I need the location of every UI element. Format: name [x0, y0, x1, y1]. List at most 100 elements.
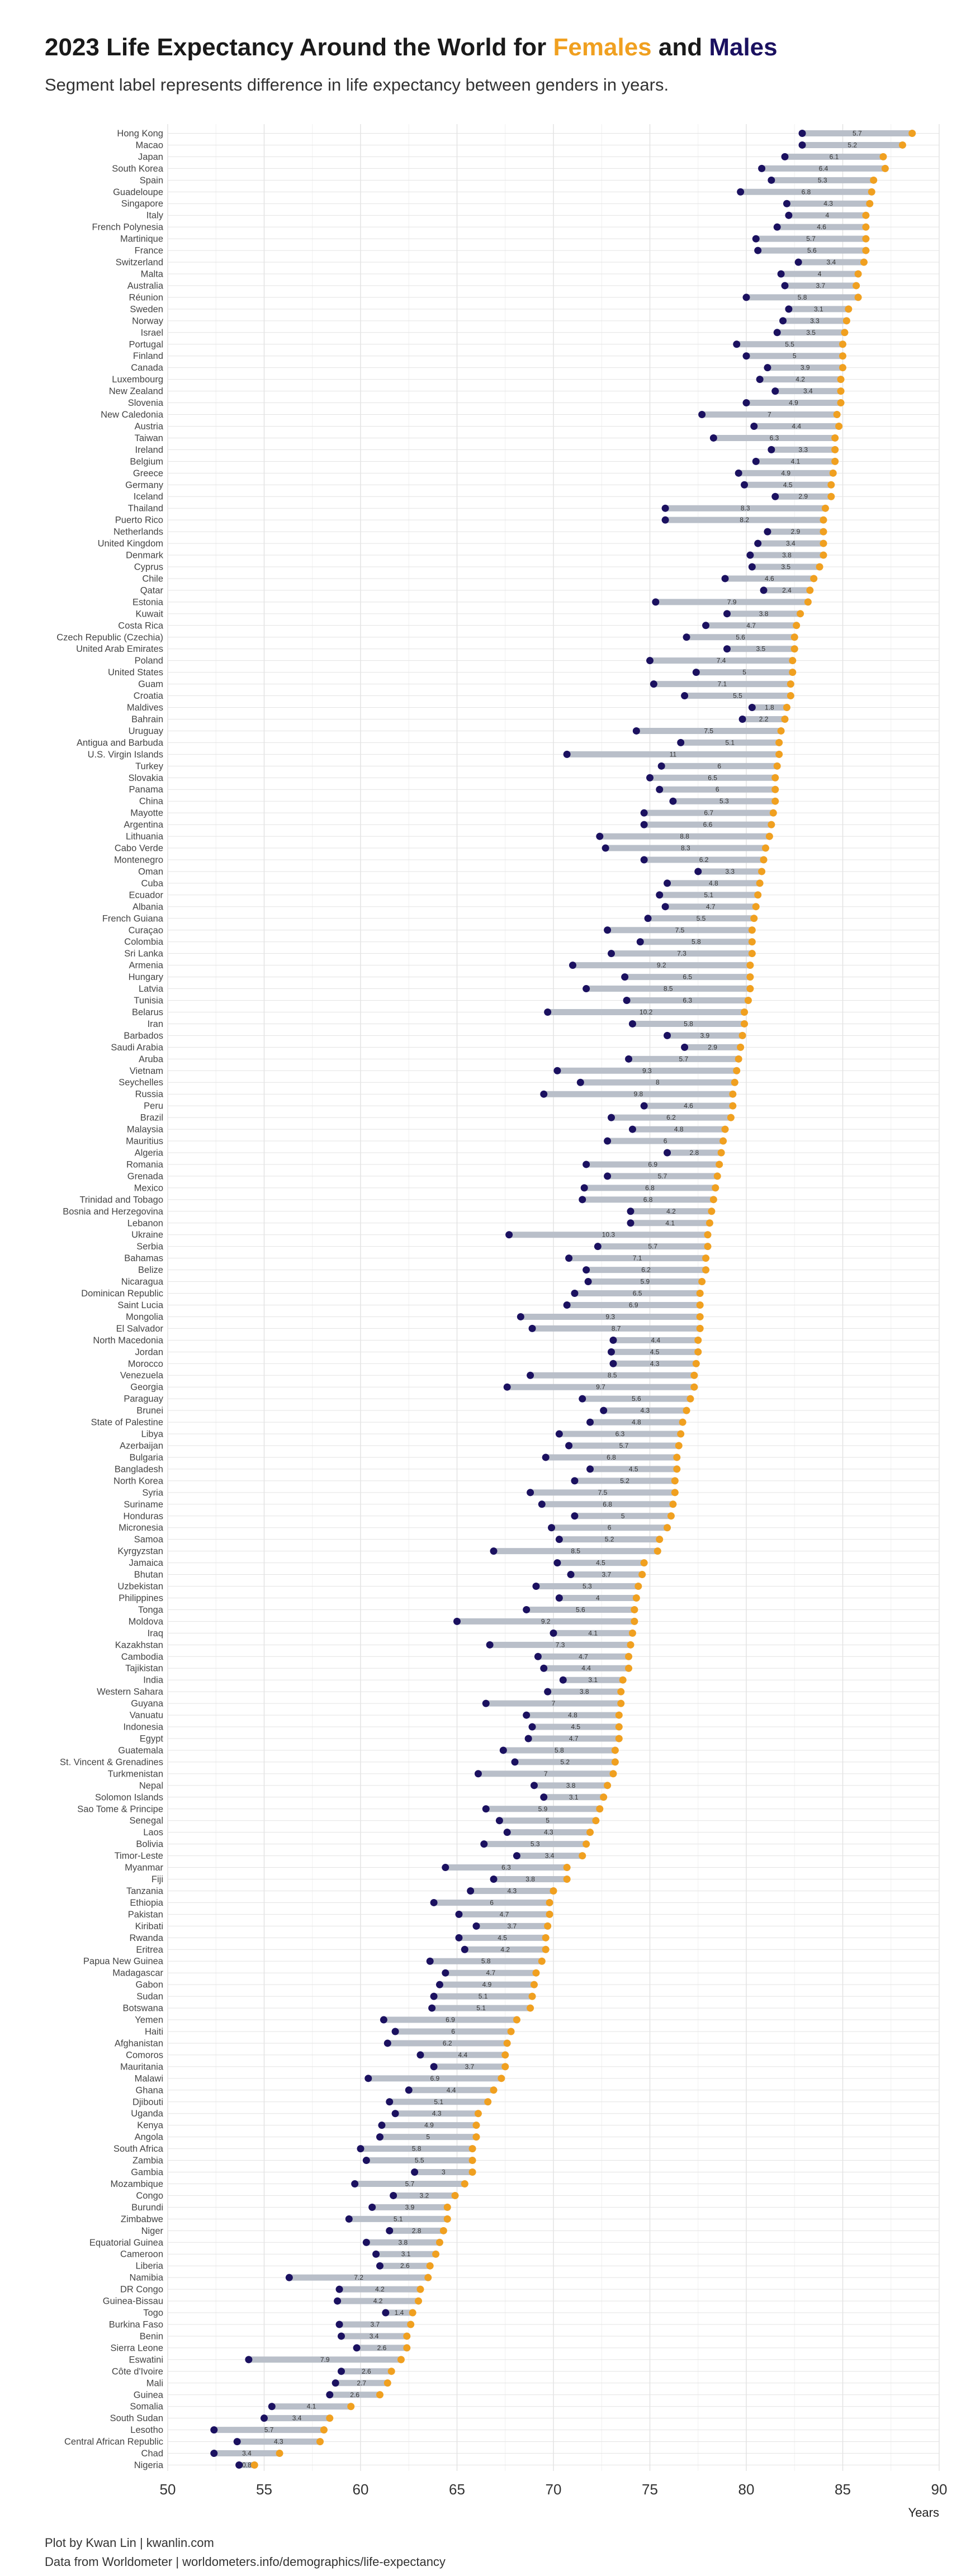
- country-label: Namibia: [129, 2273, 163, 2283]
- country-label: Slovakia: [129, 773, 164, 783]
- country-label: Hungary: [129, 972, 164, 982]
- male-dot: [474, 1770, 482, 1778]
- segment-label: 3.8: [782, 551, 792, 559]
- male-dot: [523, 1711, 531, 1719]
- female-dot: [513, 2016, 520, 2024]
- male-dot: [627, 1208, 634, 1215]
- female-dot: [833, 411, 841, 419]
- segment-label: 3.4: [370, 2332, 379, 2340]
- female-dot: [762, 844, 769, 852]
- female-dot: [709, 1196, 717, 1204]
- female-dot: [816, 563, 823, 571]
- segment-label: 5.7: [806, 235, 816, 243]
- x-axis-label: Years: [908, 2506, 939, 2520]
- male-dot: [386, 2227, 394, 2234]
- segment-label: 7.5: [598, 1489, 608, 1497]
- segment-label: 4.7: [500, 1910, 509, 1918]
- country-label: Croatia: [134, 691, 164, 701]
- segment-label: 5.1: [725, 738, 735, 746]
- male-dot: [538, 1500, 546, 1508]
- female-dot: [748, 950, 756, 958]
- country-label: Egypt: [140, 1734, 164, 1744]
- male-dot: [362, 2157, 370, 2165]
- female-dot: [531, 1981, 538, 1988]
- male-dot: [604, 1137, 612, 1145]
- country-label: Kuwait: [135, 609, 163, 619]
- country-label: DR Congo: [120, 2285, 163, 2295]
- male-dot: [453, 1617, 461, 1625]
- segment-label: 6.9: [430, 2075, 439, 2082]
- country-label: Mayotte: [130, 808, 163, 818]
- female-dot: [592, 1817, 600, 1825]
- country-label: Bolivia: [136, 1839, 163, 1849]
- segment-label: 5.8: [412, 2145, 422, 2153]
- segment-label: 6.3: [683, 997, 692, 1005]
- chart-title: 2023 Life Expectancy Around the World fo…: [45, 34, 778, 61]
- male-dot: [571, 1477, 579, 1485]
- male-dot: [702, 622, 710, 629]
- country-label: Brunei: [136, 1406, 163, 1416]
- male-dot: [416, 2051, 424, 2059]
- country-label: Iran: [148, 1019, 163, 1029]
- country-label: Guinea: [134, 2390, 164, 2400]
- country-label: Bhutan: [134, 1570, 163, 1580]
- country-label: Cyprus: [134, 562, 163, 572]
- female-dot: [787, 680, 794, 688]
- female-dot: [908, 129, 916, 137]
- female-dot: [746, 962, 754, 969]
- segment-label: 3.8: [566, 1782, 576, 1789]
- country-label: Rwanda: [129, 1933, 163, 1943]
- female-dot: [704, 1243, 712, 1251]
- segment-label: 10.3: [602, 1231, 615, 1239]
- female-dot: [443, 2215, 451, 2223]
- male-dot: [405, 2086, 413, 2094]
- male-dot: [442, 1969, 449, 1977]
- female-dot: [820, 528, 827, 536]
- female-dot: [468, 2168, 476, 2176]
- male-dot: [528, 1324, 536, 1332]
- segment-label: 5.2: [605, 1536, 614, 1543]
- female-dot: [866, 200, 874, 207]
- country-label: Mauritius: [126, 1137, 163, 1147]
- country-label: Algeria: [135, 1148, 164, 1158]
- segment-label: 3.3: [810, 317, 820, 325]
- female-dot: [439, 2227, 447, 2234]
- male-dot: [531, 1782, 538, 1789]
- male-dot: [386, 2098, 394, 2106]
- segment-label: 5.3: [818, 176, 827, 184]
- female-dot: [750, 915, 758, 922]
- female-dot: [546, 1898, 553, 1906]
- segment-label: 5.8: [684, 1020, 693, 1027]
- male-dot: [628, 1125, 636, 1133]
- country-label: Sweden: [130, 304, 163, 314]
- segment-label: 6.2: [641, 1266, 651, 1274]
- male-dot: [362, 2238, 370, 2246]
- country-label: Germany: [125, 480, 164, 490]
- segment-label: 6.3: [770, 434, 779, 442]
- male-dot: [499, 1746, 507, 1754]
- segment-label: 5.6: [736, 633, 745, 641]
- female-dot: [696, 1301, 704, 1309]
- female-dot: [793, 622, 801, 629]
- male-dot: [742, 352, 750, 360]
- female-dot: [628, 1629, 636, 1637]
- country-label: Paraguay: [124, 1394, 163, 1404]
- segment-label: 6.5: [708, 774, 717, 782]
- female-dot: [752, 903, 760, 911]
- segment-label: 5.7: [648, 1243, 657, 1251]
- country-label: Angola: [135, 2132, 164, 2142]
- country-label: Somalia: [130, 2402, 163, 2412]
- segment-label: 9.3: [605, 1313, 615, 1320]
- country-label: Burundi: [131, 2203, 163, 2213]
- male-dot: [428, 2004, 436, 2012]
- segment-label: 5.7: [679, 1055, 689, 1063]
- male-dot: [779, 317, 787, 325]
- female-dot: [787, 692, 794, 700]
- segment-label: 4.3: [274, 2438, 283, 2446]
- female-dot: [829, 469, 837, 477]
- male-dot: [548, 1524, 556, 1532]
- female-dot: [528, 1992, 536, 2000]
- female-dot: [316, 2438, 324, 2446]
- country-label: French Polynesia: [92, 222, 164, 233]
- female-dot: [634, 1583, 642, 1590]
